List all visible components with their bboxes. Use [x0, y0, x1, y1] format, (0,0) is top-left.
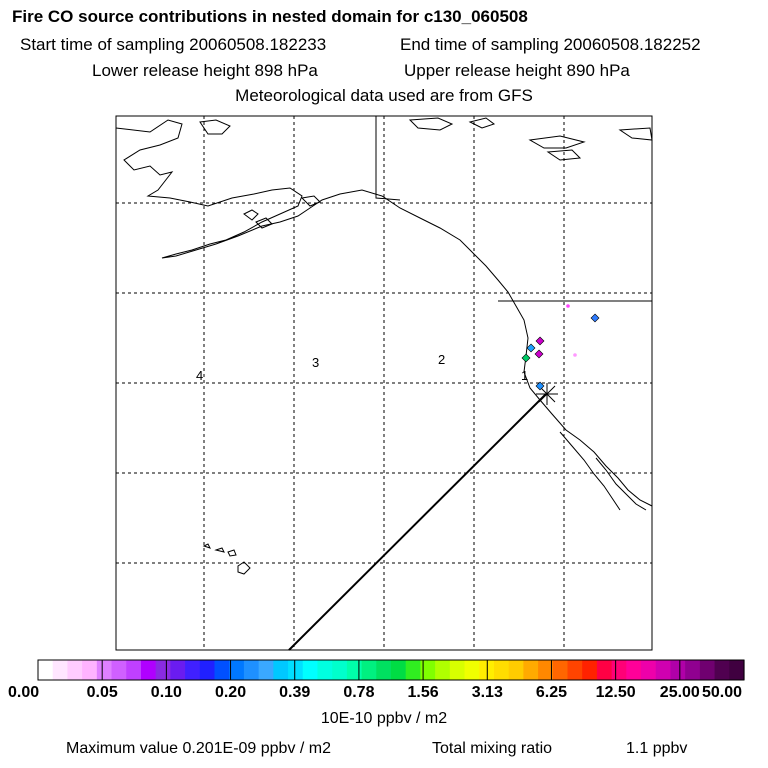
trajectory-label-1: 1 — [521, 368, 528, 383]
colorbar-tick-label: 0.78 — [343, 684, 375, 701]
colorbar-tick-label: 1.56 — [407, 684, 439, 701]
coastline — [115, 116, 653, 575]
map-frame — [115, 115, 653, 651]
colorbar-swatch — [449, 660, 466, 680]
total-mixing-label: Total mixing ratio — [432, 740, 553, 757]
fire-source-mark — [535, 381, 545, 391]
fire-source-mark — [534, 349, 544, 359]
colorbar-swatch — [464, 660, 480, 680]
colorbar-swatch — [214, 660, 230, 680]
colorbar-swatch — [729, 660, 745, 680]
end-time: End time of sampling 20060508.182252 — [400, 35, 701, 54]
colorbar-swatch — [126, 660, 142, 680]
colorbar-swatch — [611, 660, 627, 680]
trajectory-label-2: 2 — [438, 352, 445, 367]
colorbar-swatch — [229, 660, 245, 680]
colorbar-swatch — [82, 660, 98, 680]
colorbar-swatch — [140, 660, 157, 680]
colorbar-swatch — [52, 660, 69, 680]
colorbar-tick-label: 0.00 — [8, 684, 40, 701]
colorbar-swatch — [199, 660, 216, 680]
fire-source-mark — [535, 336, 545, 346]
colorbar-tick-label: 25.00 — [659, 684, 700, 701]
colorbar — [37, 659, 745, 681]
colorbar-swatch — [405, 660, 422, 680]
colorbar-swatch — [582, 660, 598, 680]
colorbar-swatch — [67, 660, 83, 680]
upper-release-height: Upper release height 890 hPa — [404, 61, 630, 80]
start-time: Start time of sampling 20060508.182233 — [20, 35, 327, 54]
trajectory-label-4: 4 — [196, 368, 203, 383]
colorbar-swatch — [670, 660, 686, 680]
fire-source-mark — [566, 304, 570, 308]
maximum-value: Maximum value 0.201E-09 ppbv / m2 — [66, 740, 332, 757]
colorbar-swatch — [552, 660, 569, 680]
fire-source-mark — [526, 343, 536, 353]
colorbar-swatch — [258, 660, 274, 680]
colorbar-swatch — [111, 660, 127, 680]
fire-source-mark — [573, 353, 577, 357]
colorbar-tick-label: 6.25 — [535, 684, 568, 701]
colorbar-swatch — [420, 660, 436, 680]
colorbar-tick-label: 0.05 — [86, 684, 118, 701]
colorbar-tick-label: 0.10 — [150, 684, 182, 701]
colorbar-swatch — [626, 660, 642, 680]
colorbar-swatch — [655, 660, 672, 680]
colorbar-swatch — [508, 660, 524, 680]
colorbar-swatch — [714, 660, 730, 680]
colorbar-swatch — [538, 660, 554, 680]
colorbar-swatch — [155, 660, 171, 680]
colorbar-swatch — [361, 660, 377, 680]
trajectory-label-3: 3 — [312, 355, 319, 370]
colorbar-tick-label: 50.00 — [702, 684, 743, 701]
colorbar-frame — [37, 659, 745, 681]
colorbar-swatch — [685, 660, 701, 680]
colorbar-swatch — [346, 660, 363, 680]
total-mixing-value: 1.1 ppbv — [626, 740, 688, 757]
colorbar-swatch — [38, 660, 54, 680]
colorbar-swatch — [317, 660, 333, 680]
colorbar-swatch — [243, 660, 260, 680]
met-data-note: Meteorological data used are from GFS — [235, 86, 533, 105]
colorbar-swatch — [170, 660, 186, 680]
colorbar-tick-label: 0.39 — [279, 684, 311, 701]
colorbar-swatch — [302, 660, 319, 680]
colorbar-swatch — [391, 660, 407, 680]
plot-title: Fire CO source contributions in nested d… — [12, 7, 528, 26]
colorbar-swatch — [493, 660, 510, 680]
colorbar-swatch — [435, 660, 451, 680]
colorbar-swatch — [273, 660, 289, 680]
colorbar-swatch — [332, 660, 348, 680]
colorbar-swatch — [96, 660, 113, 680]
colorbar-tick-label: 0.20 — [214, 684, 247, 701]
colorbar-swatch — [596, 660, 613, 680]
colorbar-swatch — [288, 660, 304, 680]
trajectory-line — [288, 393, 547, 651]
colorbar-swatch — [567, 660, 583, 680]
colorbar-tick-label: 12.50 — [595, 684, 636, 701]
colorbar-swatch — [641, 660, 657, 680]
fire-source-mark — [590, 313, 600, 323]
colorbar-swatch — [523, 660, 539, 680]
colorbar-swatch — [376, 660, 392, 680]
grid-lines — [116, 116, 652, 650]
colorbar-units: 10E-10 ppbv / m2 — [320, 710, 448, 727]
fire-source-mark — [521, 353, 531, 363]
colorbar-swatch — [699, 660, 716, 680]
lower-release-height: Lower release height 898 hPa — [92, 61, 318, 80]
colorbar-swatch — [185, 660, 201, 680]
source-marks — [521, 304, 600, 391]
colorbar-tick-label: 3.13 — [471, 684, 503, 701]
